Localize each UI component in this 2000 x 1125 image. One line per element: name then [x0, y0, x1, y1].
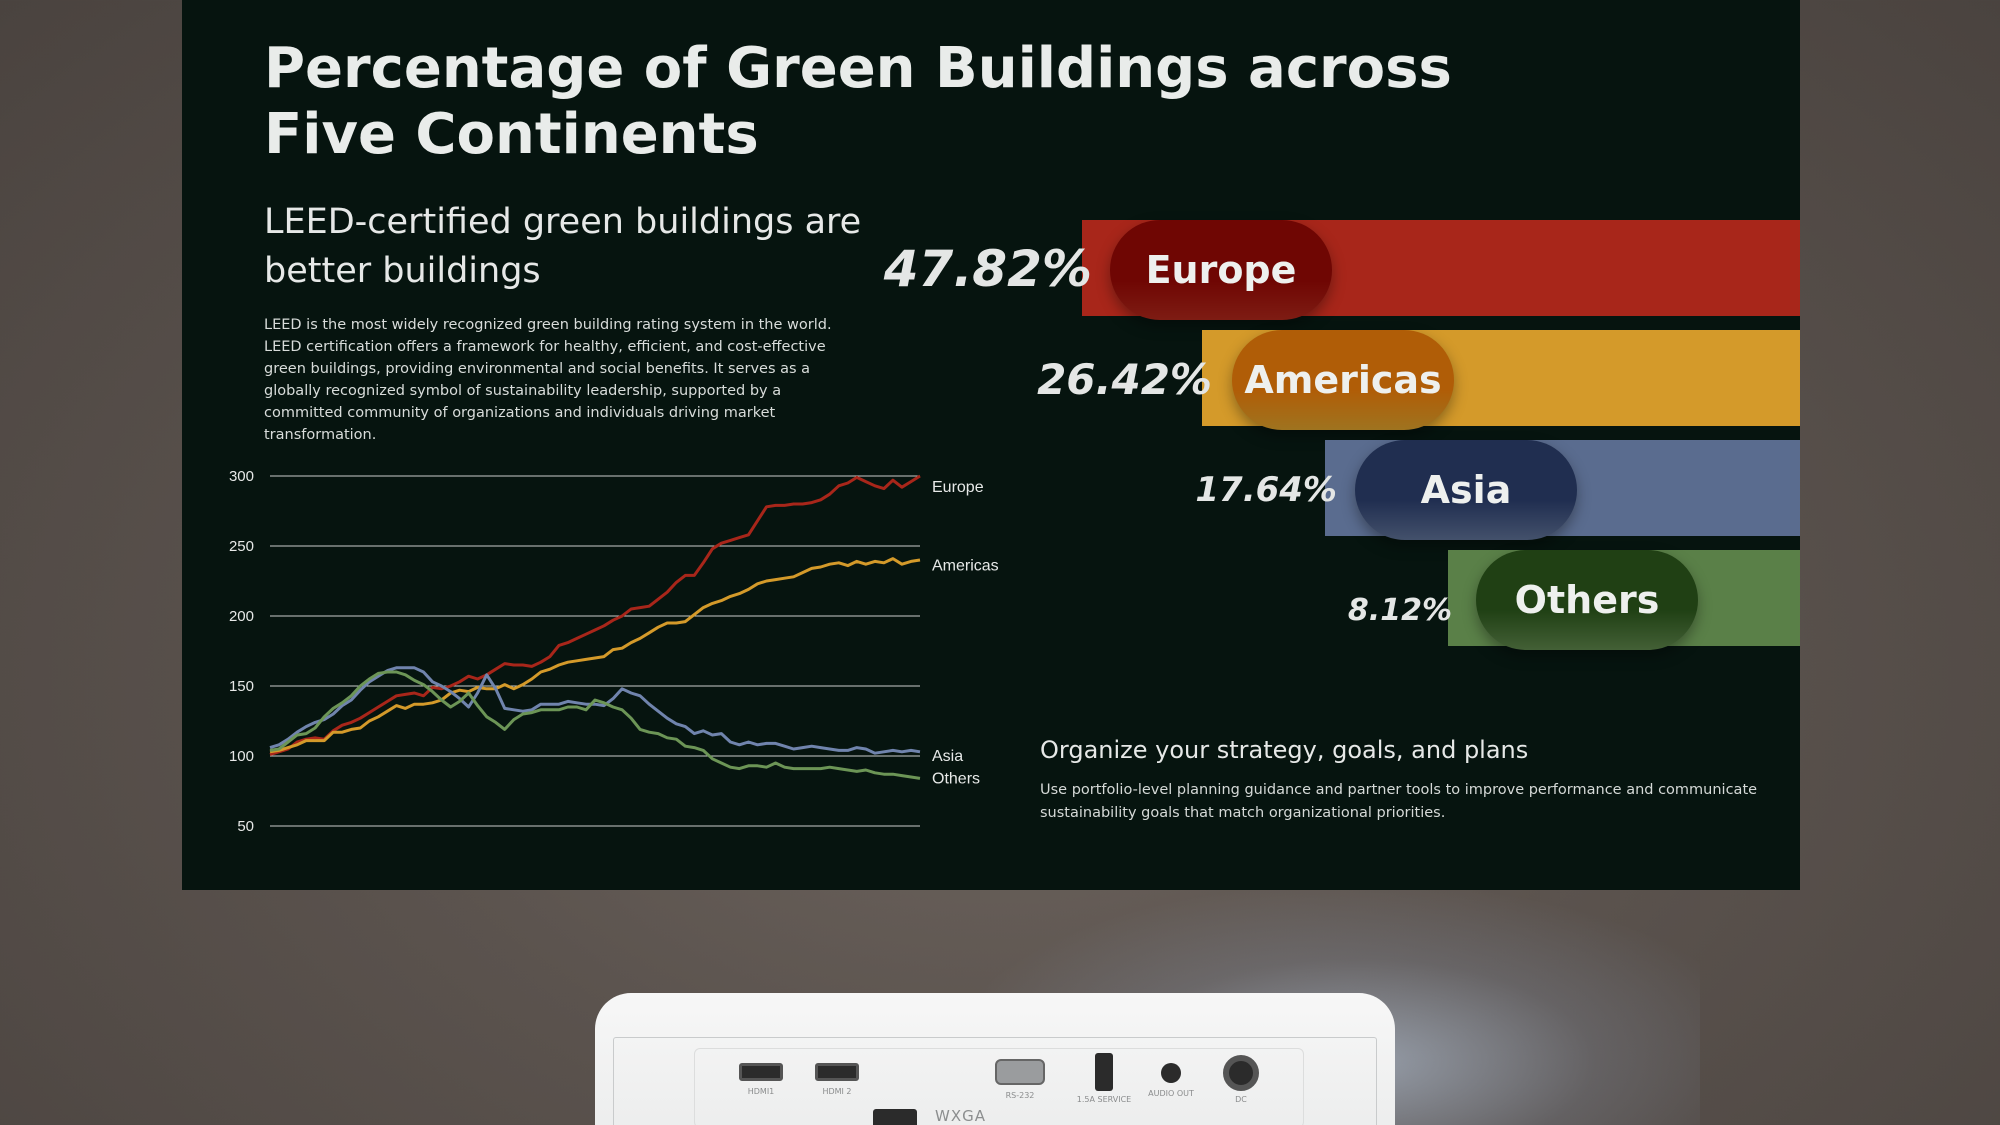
pct-others: 8.12% [1347, 593, 1452, 628]
series-line-others [269, 670, 921, 780]
port-panel: HDMI1 HDMI 2 RS-232 1.5A SERVICE AUDIO O… [694, 1048, 1304, 1125]
slide-description: LEED is the most widely recognized green… [264, 317, 832, 443]
lan-port-icon [873, 1109, 917, 1125]
y-tick-label: 200 [229, 608, 254, 625]
projection-screen: Percentage of Green Buildings across Fiv… [182, 0, 1800, 890]
projector-body: HDMI1 HDMI 2 RS-232 1.5A SERVICE AUDIO O… [595, 993, 1395, 1125]
dc-power-port-icon [1223, 1055, 1259, 1091]
y-tick-label: 250 [229, 538, 254, 555]
usb-port-icon [1095, 1053, 1113, 1091]
strategy-text: Use portfolio-level planning guidance an… [1040, 782, 1758, 821]
audio-out-port-icon [1161, 1063, 1181, 1083]
strategy-heading: Organize your strategy, goals, and plans [1040, 736, 1529, 764]
series-label-asia: Asia [932, 748, 963, 765]
dc-label: DC [1235, 1095, 1247, 1104]
y-tick-label: 100 [229, 748, 254, 765]
slide-title: Percentage of Green Buildings across Fiv… [264, 36, 1452, 167]
y-tick-label: 50 [237, 818, 254, 835]
audio-out-label: AUDIO OUT [1148, 1089, 1194, 1098]
usb-label: 1.5A SERVICE [1076, 1095, 1132, 1104]
series-label-americas: Americas [932, 558, 999, 575]
pct-asia: 17.64% [1195, 470, 1337, 510]
hdmi1-label: HDMI1 [747, 1087, 775, 1096]
pill-europe: Europe [1110, 220, 1332, 320]
y-tick-label: 300 [229, 468, 254, 485]
hdmi2-port-icon [815, 1063, 859, 1081]
hdmi1-port-icon [739, 1063, 783, 1081]
line-chart: 300 250 200 150 100 50 Europe Americas Asia Other… [229, 468, 999, 835]
series-label-europe: Europe [932, 479, 984, 496]
model-text: WXGA [935, 1107, 986, 1125]
series-line-europe [269, 474, 921, 757]
pill-americas: Americas [1232, 330, 1454, 430]
pct-europe: 47.82% [883, 240, 1092, 298]
hdmi2-label: HDMI 2 [822, 1087, 852, 1096]
slide-subtitle: LEED-certified green buildings are bette… [264, 202, 862, 291]
series-line-asia [269, 666, 921, 755]
pct-americas: 26.42% [1037, 355, 1212, 404]
rs232-label: RS-232 [1005, 1091, 1035, 1100]
y-tick-label: 150 [229, 678, 254, 695]
series-line-americas [269, 557, 921, 754]
pill-others: Others [1476, 550, 1698, 650]
rs232-port-icon [995, 1059, 1045, 1085]
projector-rear-panel: HDMI1 HDMI 2 RS-232 1.5A SERVICE AUDIO O… [613, 1037, 1377, 1125]
series-label-others: Others [932, 770, 980, 787]
pill-asia: Asia [1355, 440, 1577, 540]
